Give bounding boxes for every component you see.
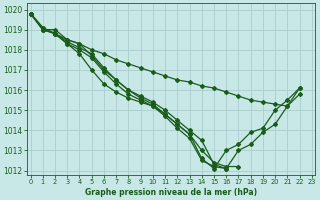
X-axis label: Graphe pression niveau de la mer (hPa): Graphe pression niveau de la mer (hPa): [85, 188, 257, 197]
